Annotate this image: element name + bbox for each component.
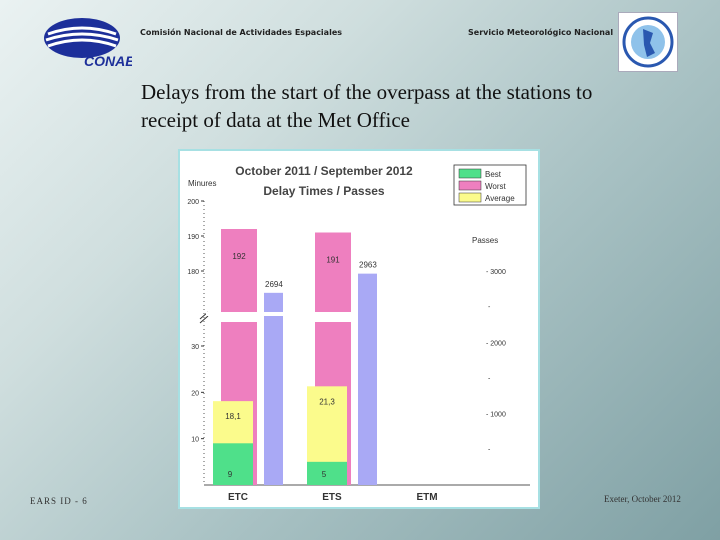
data-label-average: 21,3 <box>319 397 335 406</box>
y2-tick-label: - 3000 <box>486 269 506 276</box>
data-label-best: 9 <box>228 470 233 479</box>
legend-label-worst: Worst <box>485 182 507 191</box>
data-label-worst: 192 <box>232 252 246 261</box>
y-tick-label: 30 <box>191 344 199 351</box>
y-tick-label: 180 <box>187 269 199 276</box>
legend-swatch-best <box>458 168 482 179</box>
y2-tick-label: - 2000 <box>486 340 506 347</box>
x-tick-label: ETC <box>228 492 248 503</box>
y-axis-label: Minures <box>188 179 216 188</box>
y-tick-label: 20 <box>191 390 199 397</box>
slide-title: Delays from the start of the overpass at… <box>141 80 593 132</box>
y2-axis-label: Passes <box>472 236 498 245</box>
footer-right: Exeter, October 2012 <box>604 494 681 504</box>
y-tick-label: 190 <box>187 234 199 241</box>
bar-best <box>307 461 347 485</box>
x-tick-label: ETS <box>322 492 342 503</box>
chart-title: October 2011 / September 2012 <box>235 164 413 178</box>
smn-logo <box>618 12 678 72</box>
y-tick-label: 10 <box>191 437 199 444</box>
bar-passes <box>264 292 283 485</box>
x-tick-label: ETM <box>416 492 437 503</box>
chart-frame: October 2011 / September 2012 Delay Time… <box>178 149 540 509</box>
chart-subtitle: Delay Times / Passes <box>263 184 385 198</box>
data-label-best: 5 <box>322 470 327 479</box>
legend-swatch-worst <box>458 180 482 191</box>
legend-swatch-average <box>458 192 482 203</box>
conae-logo: CONAE <box>44 18 132 69</box>
data-label-average: 18,1 <box>225 412 241 421</box>
data-label-passes: 2963 <box>359 261 377 270</box>
conae-logo-text: CONAE <box>84 53 132 69</box>
legend-label-average: Average <box>485 194 515 203</box>
y2-minor-tick: - <box>488 447 491 454</box>
data-label-passes: 2694 <box>265 280 283 289</box>
y2-minor-tick: - <box>488 375 491 382</box>
y2-tick-label: - 1000 <box>486 412 506 419</box>
y-tick-label: 200 <box>187 199 199 206</box>
delay-chart: October 2011 / September 2012 Delay Time… <box>187 164 530 503</box>
bar-worst <box>315 232 351 312</box>
axis-break-gap <box>206 312 326 316</box>
footer-left: EARS ID - 6 <box>30 496 88 506</box>
y2-minor-tick: - <box>488 304 491 311</box>
bar-worst <box>221 229 257 312</box>
data-label-worst: 191 <box>326 256 340 265</box>
legend-label-best: Best <box>485 170 502 179</box>
header-left-org: Comisión Nacional de Actividades Espacia… <box>140 28 343 37</box>
bar-best <box>213 443 253 485</box>
axis-break-mark <box>199 315 209 324</box>
bar-passes <box>358 273 377 485</box>
header-right-org: Servicio Meteorológico Nacional <box>468 28 614 37</box>
